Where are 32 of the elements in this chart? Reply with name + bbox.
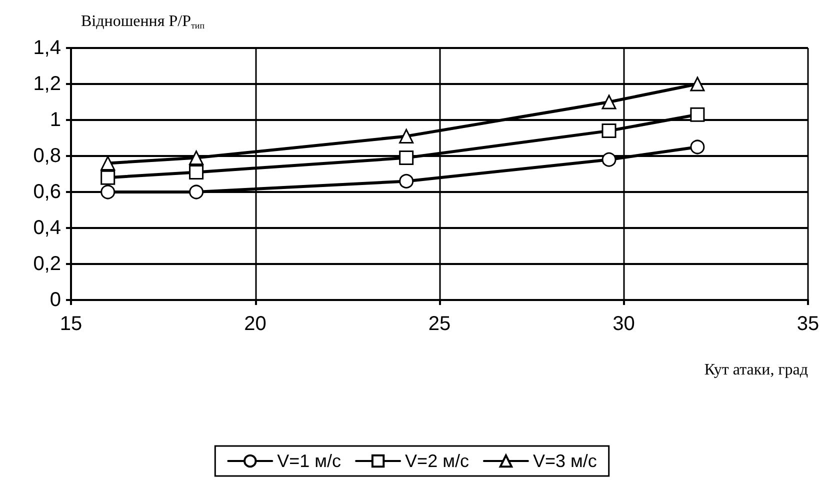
x-tick-label: 15 <box>60 313 82 335</box>
point <box>690 107 705 122</box>
point <box>100 156 116 170</box>
point <box>602 152 616 167</box>
point <box>690 140 705 154</box>
x-tick-label: 25 <box>428 313 451 335</box>
legend-label: V=1 м/с <box>277 451 342 471</box>
point <box>690 76 705 92</box>
legend-label: V=3 м/с <box>532 451 597 471</box>
x-axis-title: Кут атаки, град <box>704 362 808 378</box>
point <box>189 150 204 166</box>
y-tick-label: 0,8 <box>33 145 61 167</box>
y-tick-label: 0,6 <box>33 181 61 203</box>
point <box>399 128 414 144</box>
point <box>602 124 616 138</box>
point <box>399 174 414 188</box>
y-tick-label: 1,4 <box>33 37 61 59</box>
y-tick-label: 1 <box>50 109 61 131</box>
x-tick-label: 30 <box>612 313 635 335</box>
y-tick-label: 1,2 <box>33 73 61 95</box>
x-tick-label: 35 <box>796 313 820 335</box>
point <box>189 184 204 200</box>
y-tick-label: 0,4 <box>33 217 61 239</box>
point <box>399 150 414 166</box>
point <box>189 164 204 180</box>
point <box>100 170 116 185</box>
y-tick-label: 0,2 <box>33 253 61 275</box>
point <box>100 184 116 200</box>
x-tick-label: 20 <box>244 313 266 335</box>
legend-label: V=2 м/с <box>405 451 469 471</box>
y-tick-label: 0 <box>50 289 61 311</box>
point <box>602 94 616 110</box>
